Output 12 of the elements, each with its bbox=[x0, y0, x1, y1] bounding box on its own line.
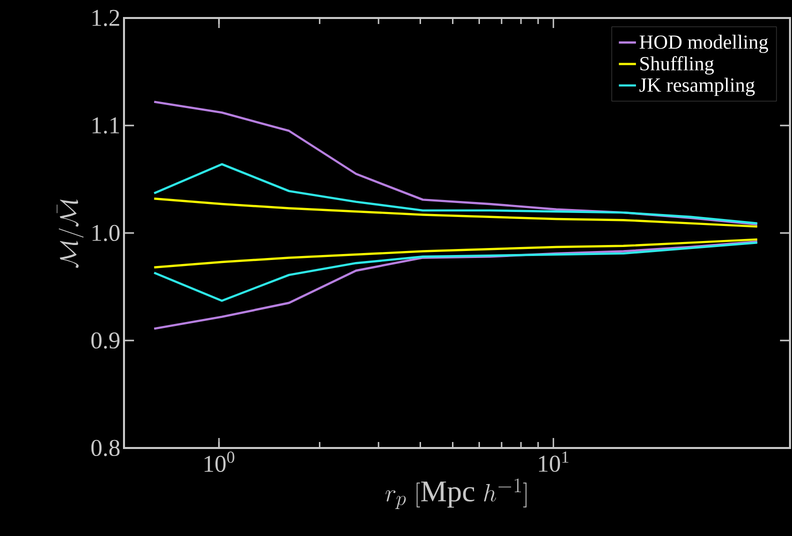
legend-label: JK resampling bbox=[639, 78, 755, 96]
x-axis-title: $r_p\ [\mathrm{Mpc}\ h^{-1}]$ bbox=[386, 478, 526, 509]
y-tick-label: 0.9 bbox=[91, 332, 120, 349]
legend-label: HOD modelling bbox=[640, 34, 768, 53]
y-tick-label: 1.2 bbox=[92, 10, 120, 26]
y-tick-label: 1.1 bbox=[92, 117, 120, 134]
y-tick-label: 1.0 bbox=[92, 224, 120, 242]
y-tick-label: 0.8 bbox=[91, 440, 120, 456]
y-axis-title: $\mathcal{M}/\bar{\mathcal{M}}$ bbox=[56, 200, 84, 268]
legend-label: Shuffling bbox=[640, 56, 714, 75]
x-tick-label: 10$^{1}$ bbox=[539, 452, 568, 472]
x-tick-label: 10$^{0}$ bbox=[204, 452, 234, 472]
